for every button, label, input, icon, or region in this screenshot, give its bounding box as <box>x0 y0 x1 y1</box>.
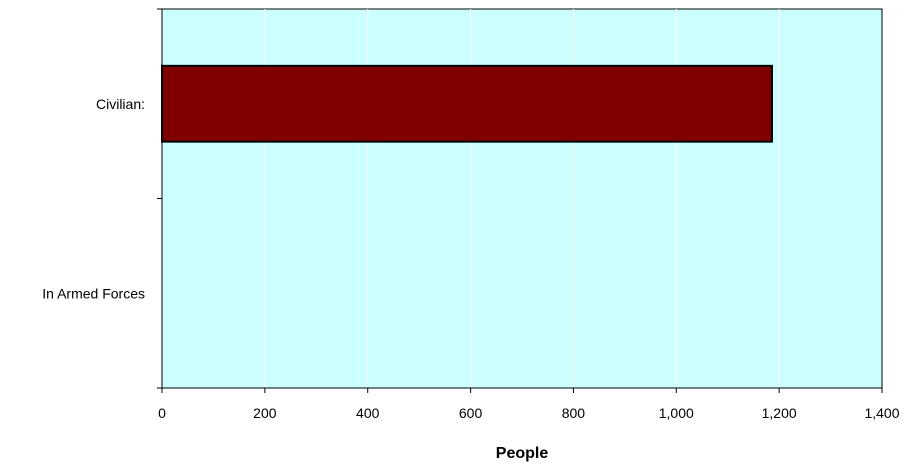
category-label: Civilian: <box>96 96 145 112</box>
x-tick-label: 200 <box>253 405 277 421</box>
x-tick-label: 1,200 <box>762 405 797 421</box>
x-tick-label: 400 <box>356 405 380 421</box>
x-axis-title: People <box>496 445 549 462</box>
category-label: In Armed Forces <box>42 285 145 301</box>
x-tick-labels: 0 200 400 600 800 1,000 1,200 1,400 <box>158 405 900 421</box>
x-axis <box>161 387 883 393</box>
bars <box>161 64 773 143</box>
x-tick-label: 1,400 <box>864 405 899 421</box>
bar <box>161 64 773 143</box>
x-tick-label: 0 <box>158 405 166 421</box>
y-axis <box>157 8 163 389</box>
x-tick-label: 1,000 <box>659 405 694 421</box>
x-tick-label: 600 <box>459 405 483 421</box>
x-tick-label: 800 <box>562 405 586 421</box>
y-tick-labels: Civilian: In Armed Forces <box>42 96 145 302</box>
